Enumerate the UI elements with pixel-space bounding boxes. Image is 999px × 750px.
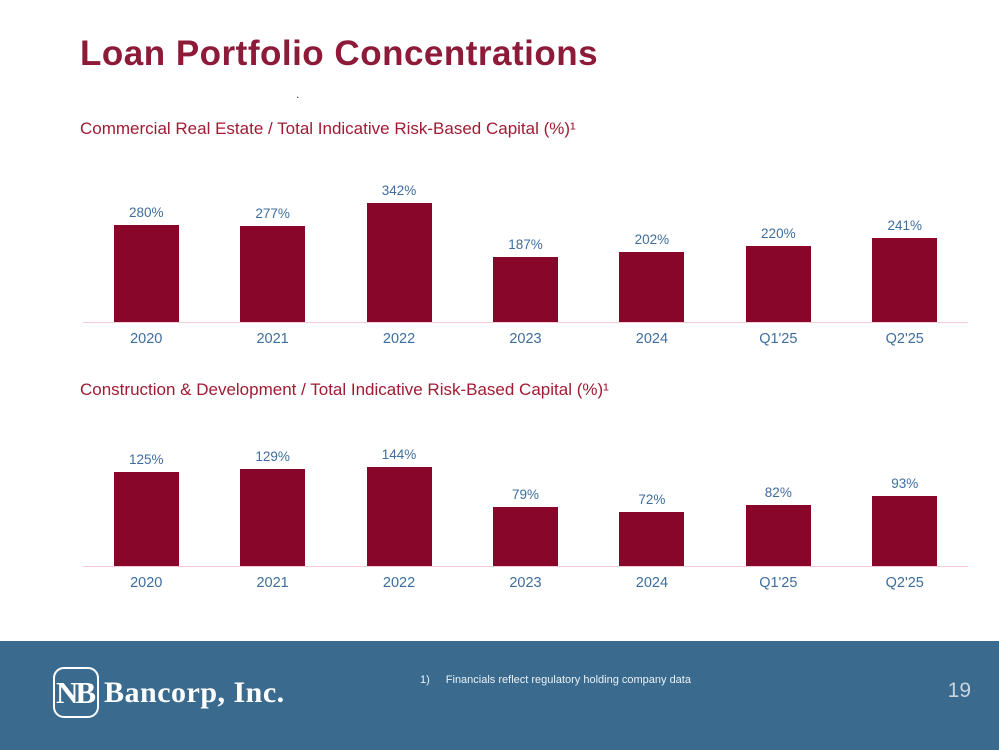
bar-column: 93% Q2'25 — [842, 447, 968, 591]
stray-period: . — [296, 87, 300, 101]
bar-value-label: 187% — [508, 237, 543, 252]
bar-column: 280% 2020 — [83, 170, 209, 347]
bar-value-label: 277% — [255, 205, 290, 221]
bar-value-label: 72% — [638, 492, 666, 507]
category-label: Q2'25 — [885, 331, 924, 347]
bar-value-label: 144% — [381, 447, 417, 462]
page-title: Loan Portfolio Concentrations — [80, 34, 599, 73]
bar-value-label: 93% — [891, 476, 919, 492]
category-label: 2024 — [635, 575, 669, 591]
bar-value-label: 129% — [255, 449, 290, 465]
bar — [492, 257, 558, 322]
bar — [366, 203, 432, 322]
bar-column: 72% 2024 — [589, 447, 715, 591]
footer-bar: NB Bancorp, Inc. 1) Financials reflect r… — [0, 641, 999, 750]
bar-value-label: 280% — [128, 204, 164, 220]
bar — [745, 504, 811, 566]
category-label: 2022 — [382, 331, 416, 347]
page-number: 19 — [947, 679, 971, 702]
bar-value-label: 82% — [764, 484, 792, 500]
nb-monogram: NB — [53, 667, 99, 718]
bar-column: 129% 2021 — [209, 447, 335, 591]
bar-column: 79% 2023 — [462, 447, 588, 591]
bar-value-label: 79% — [511, 486, 539, 502]
category-label: 2023 — [509, 331, 542, 347]
bar — [619, 251, 685, 322]
bar-chart-cd: 125% 2020 129% 2021 144% 2022 79% 2023 72% 2024 82… — [83, 447, 968, 591]
footnote-marker: 1) — [420, 674, 430, 686]
footnote-text: Financials reflect regulatory holding co… — [445, 674, 691, 686]
bar — [366, 467, 432, 566]
bar — [872, 496, 938, 566]
bar-value-label: 241% — [887, 218, 922, 234]
bar — [872, 238, 938, 322]
category-label: 2024 — [635, 331, 669, 347]
footnote: 1) Financials reflect regulatory holding… — [420, 674, 691, 686]
bar — [619, 512, 685, 566]
bar-value-label: 342% — [381, 183, 417, 199]
bar-chart-cre: 280% 2020 277% 2021 342% 2022 187% 2023 202% 2024… — [83, 170, 968, 347]
category-label: 2020 — [130, 331, 163, 347]
company-logo: NB Bancorp, Inc. — [53, 667, 285, 718]
bar-column: 241% Q2'25 — [842, 170, 968, 347]
bar — [113, 472, 179, 566]
bar — [113, 224, 179, 322]
bar-column: 82% Q1'25 — [715, 447, 841, 591]
bar-value-label: 202% — [634, 231, 670, 247]
category-label: Q1'25 — [759, 331, 798, 347]
bar — [492, 506, 558, 566]
company-name: Bancorp, Inc. — [104, 675, 285, 709]
bar — [240, 225, 306, 322]
bar-value-label: 125% — [128, 452, 164, 468]
category-label: Q2'25 — [885, 575, 924, 591]
bar-column: 277% 2021 — [209, 170, 335, 347]
bar-column: 220% Q1'25 — [715, 170, 841, 347]
category-label: 2021 — [256, 575, 289, 591]
bar — [240, 469, 306, 566]
category-label: 2022 — [382, 575, 416, 591]
category-label: Q1'25 — [759, 575, 798, 591]
bar-column: 342% 2022 — [336, 170, 462, 347]
category-label: 2023 — [509, 575, 542, 591]
bar-column: 202% 2024 — [589, 170, 715, 347]
bar-column: 187% 2023 — [462, 170, 588, 347]
bar-value-label: 220% — [761, 225, 796, 241]
bar — [745, 245, 811, 322]
bar-column: 144% 2022 — [336, 447, 462, 591]
chart-title-cd: Construction & Development / Total Indic… — [80, 380, 609, 399]
chart-title-cre: Commercial Real Estate / Total Indicativ… — [80, 119, 576, 138]
bar-column: 125% 2020 — [83, 447, 209, 591]
category-label: 2020 — [130, 575, 163, 591]
category-label: 2021 — [256, 331, 289, 347]
